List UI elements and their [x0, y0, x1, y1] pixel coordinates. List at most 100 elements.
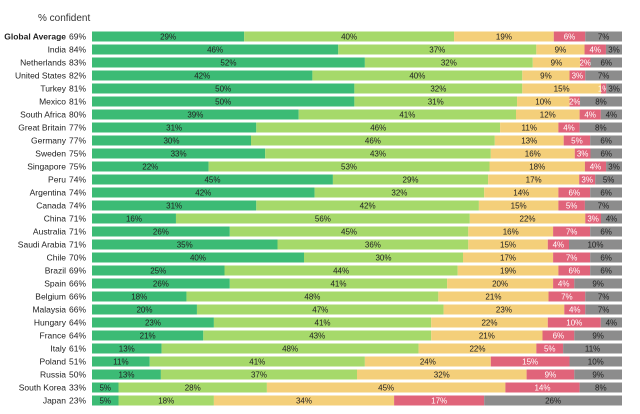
bar-segment	[394, 395, 485, 406]
data-label: 6%	[600, 267, 612, 276]
bar-segment	[574, 330, 622, 341]
bar-segment	[580, 57, 591, 68]
data-label: 2%	[579, 59, 591, 68]
bar-segment	[92, 109, 299, 120]
bar-segment	[92, 330, 204, 341]
data-label: 3%	[608, 85, 620, 94]
data-label: 15%	[511, 202, 527, 211]
data-label: 41%	[399, 111, 415, 120]
data-label: 30%	[375, 254, 391, 263]
data-label: 26%	[153, 228, 169, 237]
bar-segment	[224, 265, 458, 276]
confident-label: 64%	[69, 318, 86, 328]
category-label: Spain	[44, 279, 66, 289]
data-label: 16%	[525, 150, 541, 159]
bar-segment	[92, 122, 257, 133]
bar-segment	[579, 109, 601, 120]
data-label: 3%	[572, 72, 584, 81]
data-label: 12%	[540, 111, 556, 120]
bar-segment	[186, 291, 439, 302]
category-label: Japan	[43, 396, 66, 406]
chart-rows: Global Average 69% 29% 40% 19% 6% 7%India 84% 46…	[4, 31, 622, 406]
data-label: 4%	[553, 241, 565, 250]
data-label: 45%	[204, 176, 220, 185]
data-label: 44%	[333, 267, 349, 276]
data-label: 4%	[589, 46, 601, 55]
data-label: 3%	[608, 46, 620, 55]
bar-segment	[558, 265, 591, 276]
data-label: 30%	[163, 137, 179, 146]
bar-segment	[489, 161, 585, 172]
data-label: 21%	[140, 332, 156, 341]
data-label: 9%	[540, 72, 552, 81]
bar-segment	[600, 317, 622, 328]
data-label: 5%	[571, 137, 583, 146]
data-label: 17%	[500, 254, 516, 263]
bar-segment	[547, 317, 601, 328]
confident-label: 77%	[69, 136, 86, 146]
bar-segment	[256, 200, 479, 211]
data-label: 5%	[603, 176, 615, 185]
data-label: 22%	[142, 163, 158, 172]
bar-segment	[454, 31, 554, 42]
data-label: 39%	[187, 111, 203, 120]
bar-segment	[553, 31, 586, 42]
bar-segment	[484, 187, 559, 198]
category-label: Russia	[40, 370, 66, 380]
data-label: 13%	[521, 137, 537, 146]
bar-segment	[438, 291, 549, 302]
category-label: South Korea	[19, 383, 67, 393]
data-label: 29%	[403, 176, 419, 185]
bar-segment	[92, 226, 230, 237]
data-label: 8%	[595, 384, 607, 393]
bar-segment	[606, 161, 622, 172]
bar-segment	[92, 369, 161, 380]
data-label: 47%	[312, 306, 328, 315]
data-label: 9%	[545, 371, 557, 380]
data-label: 4%	[590, 163, 602, 172]
data-label: 20%	[136, 306, 152, 315]
bar-segment	[468, 226, 554, 237]
data-label: 7%	[561, 293, 573, 302]
bar-segment	[332, 174, 489, 185]
bar-segment	[92, 278, 230, 289]
bar-segment	[536, 343, 564, 354]
bar-segment	[92, 187, 315, 198]
bar-segment	[579, 382, 622, 393]
confident-label: 71%	[69, 227, 86, 237]
data-label: 3%	[581, 176, 593, 185]
bar-segment	[213, 395, 395, 406]
bar-segment	[196, 304, 444, 315]
bar-segment	[92, 382, 119, 393]
bar-segment	[522, 70, 570, 81]
data-label: 46%	[365, 137, 381, 146]
bar-segment	[175, 213, 470, 224]
bar-segment	[92, 31, 245, 42]
data-label: 32%	[434, 371, 450, 380]
data-label: 40%	[190, 254, 206, 263]
data-label: 6%	[569, 189, 581, 198]
bar-segment	[463, 252, 554, 263]
data-label: 40%	[341, 33, 357, 42]
bar-segment	[312, 70, 523, 81]
confident-label: 77%	[69, 123, 86, 133]
data-label: 7%	[566, 254, 578, 263]
data-label: 7%	[598, 72, 610, 81]
bar-segment	[208, 161, 490, 172]
bar-segment	[447, 278, 554, 289]
data-label: 50%	[215, 85, 231, 94]
bar-segment	[354, 96, 518, 107]
bar-segment	[92, 291, 187, 302]
bar-segment	[579, 174, 596, 185]
data-label: 36%	[365, 241, 381, 250]
data-label: 10%	[587, 241, 603, 250]
bar-segment	[605, 44, 622, 55]
data-label: 6%	[564, 33, 576, 42]
data-label: 40%	[409, 72, 425, 81]
confident-label: 82%	[69, 71, 86, 81]
data-label: 22%	[481, 319, 497, 328]
data-label: 20%	[492, 280, 508, 289]
category-label: Argentina	[30, 188, 67, 198]
bar-segment	[457, 265, 559, 276]
data-label: 33%	[171, 150, 187, 159]
